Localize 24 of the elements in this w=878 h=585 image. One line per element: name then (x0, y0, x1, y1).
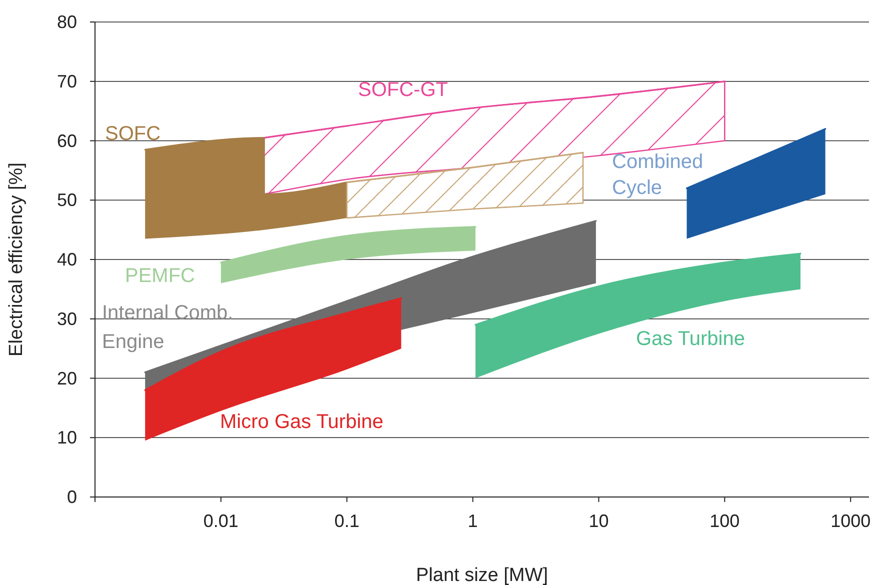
series-label: Internal Comb. Engine (102, 302, 234, 353)
y-tick-label: 80 (56, 12, 77, 32)
y-tick-label: 60 (56, 130, 77, 151)
series-label: Combined Cycle (612, 151, 704, 199)
y-tick-label: 10 (56, 428, 77, 448)
x-tick-label: 100 (710, 511, 740, 531)
y-tick-label: 50 (56, 190, 77, 210)
text: Gas Turbine (636, 328, 745, 350)
y-axis-title: Electrical efficiency [%] (6, 162, 27, 356)
y-tick-label: 20 (56, 368, 77, 388)
y-tick-label: 30 (56, 308, 77, 329)
x-tick-label: 1 (468, 511, 478, 531)
x-tick-label: 0.1 (334, 511, 360, 531)
series-label: SOFC-GT (358, 79, 448, 101)
text: Micro Gas Turbine (220, 411, 384, 433)
x-axis-title: Plant size [MW] (416, 565, 548, 585)
y-tick-label: 0 (66, 487, 77, 507)
x-tick-label: 1000 (830, 511, 871, 531)
series-label: PEMFC (125, 265, 195, 287)
y-tick-label: 70 (56, 71, 77, 92)
series-label: SOFC (105, 123, 161, 145)
y-tick-label: 40 (56, 250, 77, 270)
x-tick-label: 10 (588, 511, 609, 531)
x-tick-label: 0.01 (203, 511, 238, 531)
